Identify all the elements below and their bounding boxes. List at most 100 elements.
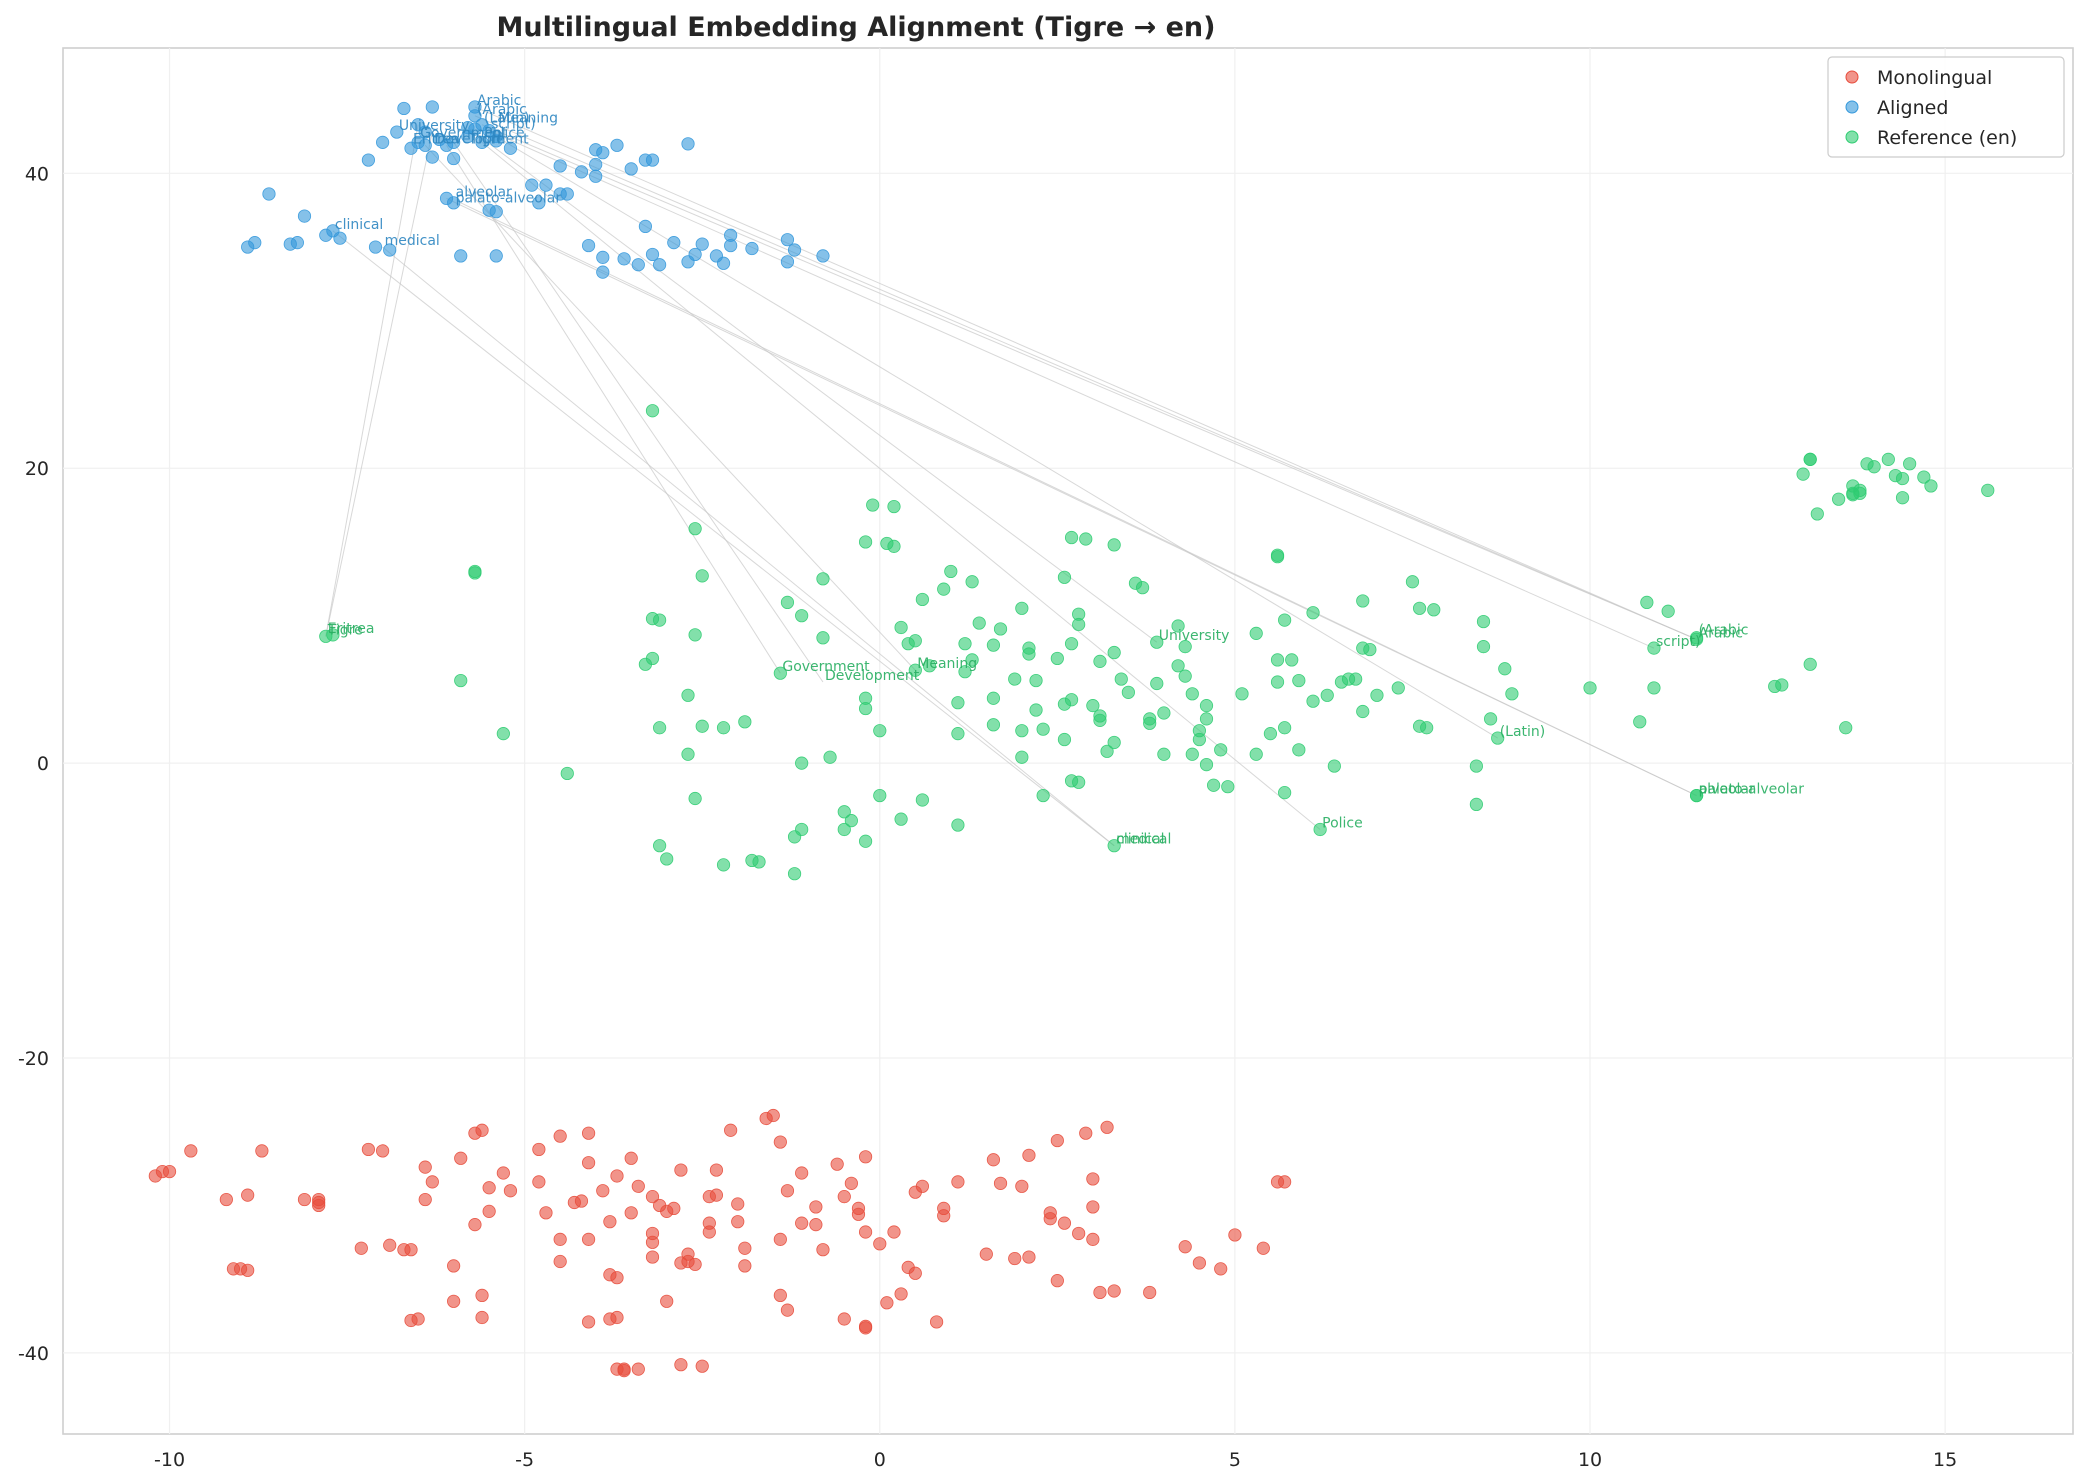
data-point [553, 159, 567, 173]
data-point [475, 135, 489, 149]
data-point [596, 1184, 610, 1198]
data-point [553, 1232, 567, 1246]
aligned-label: Tigre [469, 131, 505, 147]
data-point [809, 1218, 823, 1232]
data-point [986, 638, 1001, 652]
data-point [638, 219, 653, 234]
data-point [411, 1312, 425, 1326]
data-point [681, 747, 695, 761]
data-point [1285, 653, 1299, 667]
data-point [858, 535, 873, 549]
data-point [915, 1179, 929, 1193]
data-point [1917, 470, 1931, 484]
alignment-connector [474, 115, 1690, 637]
data-point [574, 1194, 589, 1208]
data-point [716, 858, 731, 872]
data-point [333, 231, 347, 245]
data-point [1270, 550, 1285, 564]
data-point [162, 1164, 177, 1179]
data-point [1079, 1126, 1093, 1140]
data-point [525, 178, 539, 192]
data-point [688, 1257, 702, 1272]
data-point [1107, 735, 1121, 750]
data-point [241, 1188, 255, 1202]
data-point [752, 855, 766, 869]
data-point [1157, 747, 1171, 761]
data-point [631, 1179, 645, 1193]
data-point [532, 1175, 546, 1189]
data-point [418, 125, 432, 139]
data-point [1157, 706, 1171, 720]
data-point [645, 1235, 660, 1249]
aligned-label: Arabic [477, 93, 521, 109]
data-point [468, 566, 482, 580]
data-point [738, 715, 752, 729]
data-point [1015, 601, 1029, 615]
data-point [1064, 693, 1079, 707]
data-point [965, 575, 979, 589]
data-point [1029, 703, 1043, 717]
data-point [482, 1204, 496, 1218]
data-point [1647, 641, 1661, 655]
data-point [958, 665, 972, 679]
data-point [312, 1195, 326, 1210]
x-tick-label: 5 [1229, 1449, 1241, 1471]
reference-label: palato-alveolar [1699, 782, 1805, 798]
data-point [887, 539, 901, 553]
data-point [681, 688, 695, 702]
data-point [361, 1142, 376, 1157]
aligned-label: script) [491, 117, 535, 133]
reference-label: Arabic [1699, 625, 1743, 641]
aligned-label: medical [385, 233, 440, 249]
data-point [944, 564, 958, 579]
data-point [489, 249, 503, 263]
data-point [1661, 604, 1675, 618]
data-point [1689, 788, 1704, 803]
data-point [1278, 721, 1292, 735]
alignment-connector [467, 127, 1158, 643]
y-tick-label: 20 [25, 458, 49, 480]
alignment-connector [332, 230, 1115, 847]
series-aligned [241, 100, 830, 279]
data-point [1228, 1228, 1242, 1242]
data-point [1278, 613, 1292, 627]
data-point [361, 153, 376, 167]
data-point [738, 1259, 752, 1273]
alignment-connector [474, 106, 1690, 637]
legend-label-monolingual: Monolingual [1877, 67, 1992, 89]
data-point [1256, 1241, 1270, 1255]
data-point [1349, 672, 1363, 686]
data-point [1469, 797, 1483, 812]
chart-title: Multilingual Embedding Alignment (Tigre … [497, 12, 1216, 43]
data-point [851, 1207, 866, 1221]
reference-label: University [1159, 628, 1230, 644]
data-point [1469, 759, 1483, 773]
data-point [681, 137, 695, 151]
data-point [1924, 479, 1938, 493]
data-point [553, 1129, 567, 1143]
data-point [1689, 631, 1704, 645]
data-point [645, 153, 660, 167]
data-point [674, 1163, 688, 1177]
alignment-connector [481, 124, 1697, 640]
data-point [1420, 721, 1434, 735]
data-point [816, 631, 830, 645]
alignment-connector [446, 145, 781, 674]
data-point [979, 1247, 993, 1261]
data-point [894, 812, 908, 826]
data-point [1775, 678, 1789, 692]
data-point [937, 1201, 951, 1216]
data-point [951, 727, 965, 741]
reference-label: Government [782, 659, 870, 675]
legend: Monolingual Aligned Reference (en) [1827, 56, 2065, 158]
data-point [468, 1218, 482, 1232]
data-point [645, 404, 660, 418]
data-point [858, 1225, 873, 1239]
reference-label: script) [1656, 634, 1700, 650]
data-point [1150, 635, 1164, 649]
data-point [795, 609, 809, 623]
data-point [475, 1310, 489, 1325]
data-point [1093, 654, 1107, 668]
data-point [603, 1215, 617, 1229]
data-point [1214, 743, 1228, 757]
